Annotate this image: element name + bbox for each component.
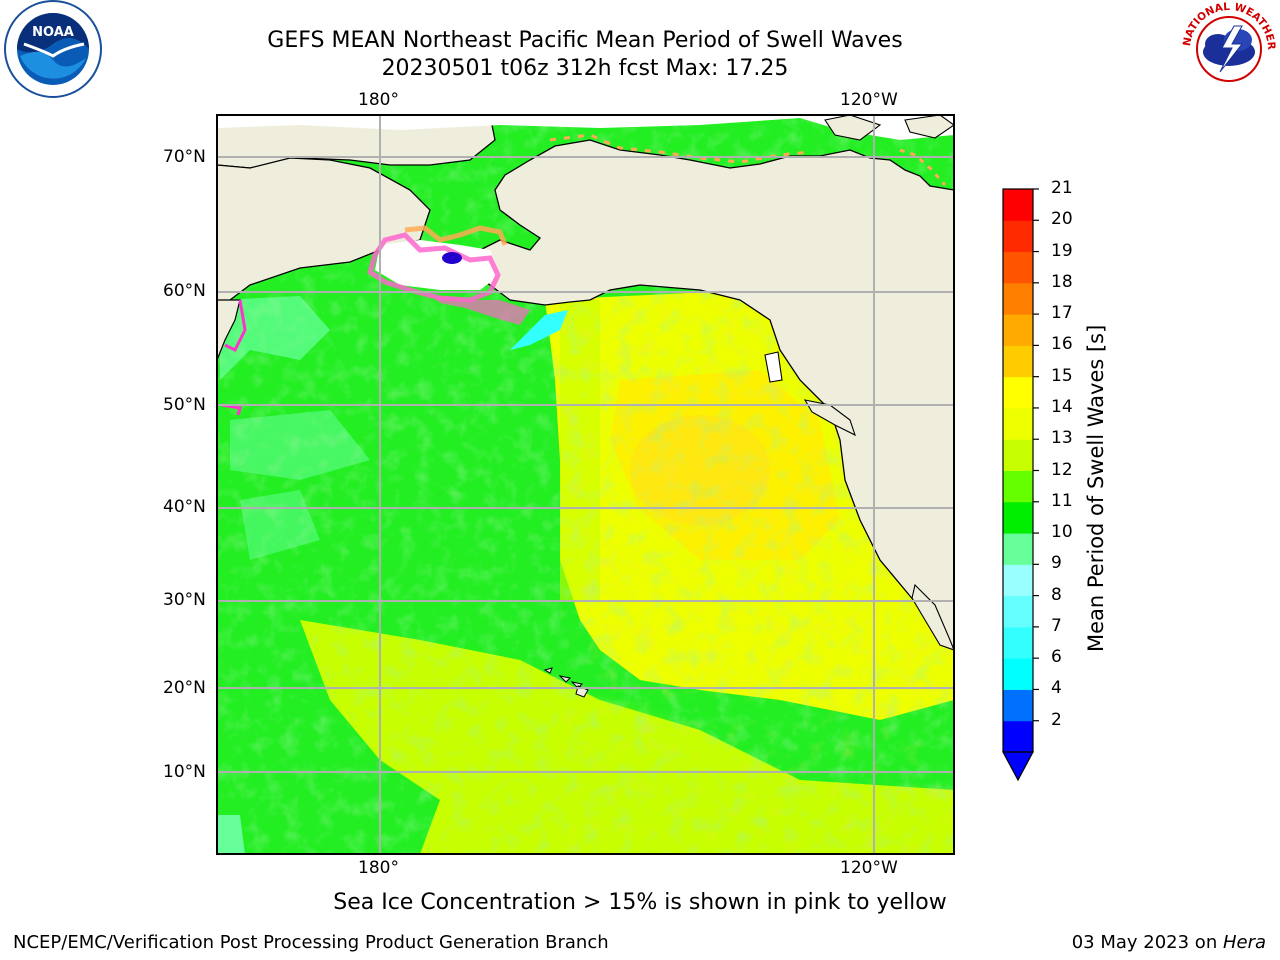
colorbar-bin [1003, 720, 1033, 753]
noaa-logo-icon: NOAA [4, 0, 102, 98]
lat-tick-50n: 50°N [163, 395, 206, 415]
colorbar-bin [1003, 564, 1033, 597]
colorbar-tick-label: 2 [1051, 709, 1062, 730]
colorbar-tick-label: 11 [1051, 490, 1073, 511]
land-north-america [217, 115, 954, 652]
colorbar-tick-label: 10 [1051, 522, 1073, 543]
ice-edge-orange [404, 225, 508, 246]
lat-tick-40n: 40°N [163, 497, 206, 517]
colorbar-bin [1003, 189, 1033, 221]
colorbar-tick-label: 18 [1051, 271, 1073, 292]
colorbar-bin [1003, 345, 1033, 378]
hawaii-oahu [558, 675, 572, 683]
hawaii-kauai [543, 667, 553, 674]
nws-logo-icon: NATIONAL WEATHER SERVICE [1178, 0, 1277, 95]
colorbar-tick-label: 21 [1051, 178, 1073, 198]
cook-inlet-cyan [510, 310, 568, 350]
colorbar-bin [1003, 689, 1033, 722]
colorbar-bin [1003, 407, 1033, 440]
colorbar-bin [1003, 626, 1033, 659]
footer-host: Hera [1222, 932, 1266, 953]
footer-date: 03 May 2023 on [1071, 932, 1223, 953]
colorbar-bin [1003, 376, 1033, 409]
footer-left: NCEP/EMC/Verification Post Processing Pr… [13, 932, 609, 953]
colorbar-tick-label: 4 [1051, 678, 1062, 699]
colorbar-tick-label: 12 [1051, 459, 1073, 480]
lat-tick-60n: 60°N [163, 281, 206, 301]
colorbar-tick-label: 16 [1051, 334, 1073, 355]
colorbar-tick-label: 6 [1051, 647, 1062, 668]
colorbar [1001, 188, 1039, 782]
arctic-ocean [217, 115, 954, 140]
colorbar-tick-label: 19 [1051, 240, 1073, 261]
ice-south-pink [430, 295, 530, 325]
lon-tick-bottom-180: 180° [358, 858, 399, 878]
footer-right: 03 May 2023 on Hera [1072, 932, 1266, 953]
colorbar-tick-label: 13 [1051, 428, 1073, 449]
colorbar-tick-label: 9 [1051, 553, 1062, 574]
chart-title: GEFS MEAN Northeast Pacific Mean Period … [267, 28, 903, 53]
colorbar-bin [1003, 282, 1033, 315]
colorbar-title: Mean Period of Swell Waves [s] [1084, 324, 1108, 652]
colorbar-bin [1003, 314, 1033, 346]
lat-tick-20n: 20°N [163, 678, 206, 698]
lat-tick-70n: 70°N [163, 147, 206, 167]
colorbar-bin [1003, 501, 1033, 534]
chart-subtitle: 20230501 t06z 312h fcst Max: 17.25 [381, 56, 789, 81]
land-kamchatka [217, 299, 241, 361]
colorbar-bin [1003, 595, 1033, 628]
lat-tick-30n: 30°N [163, 590, 206, 610]
colorbar-bin [1003, 533, 1033, 565]
island-bc [764, 351, 783, 383]
colorbar-extend-triangle [1001, 751, 1035, 782]
ice-edge-pink [367, 232, 501, 303]
ice-core [442, 252, 462, 264]
lon-tick-bottom-120w: 120°W [840, 858, 898, 878]
ice-white [375, 240, 500, 290]
map-frame [216, 114, 955, 855]
colorbar-bin [1003, 470, 1033, 503]
colorbar-tick-label: 7 [1051, 615, 1062, 636]
colorbar-bin [1003, 658, 1033, 690]
gridlines [217, 115, 954, 854]
lon-tick-top-120w: 120°W [840, 90, 898, 110]
colorbar-tick-label: 20 [1051, 209, 1073, 230]
colorbar-tick-label: 15 [1051, 365, 1073, 386]
kamchatka-ice [224, 299, 247, 353]
sea-ice-note: Sea Ice Concentration > 15% is shown in … [333, 890, 947, 915]
lon-tick-top-180: 180° [358, 90, 399, 110]
colorbar-tick-label: 17 [1051, 303, 1073, 324]
colorbar-bin [1003, 251, 1033, 284]
lat-tick-10n: 10°N [163, 762, 206, 782]
colorbar-bin [1003, 220, 1033, 253]
noaa-logo-text: NOAA [32, 25, 74, 40]
map-field [217, 115, 954, 854]
colorbar-bin [1003, 439, 1033, 471]
colorbar-tick-label: 14 [1051, 396, 1073, 417]
colorbar-tick-label: 8 [1051, 584, 1062, 605]
canada-ice-specks [899, 148, 947, 186]
